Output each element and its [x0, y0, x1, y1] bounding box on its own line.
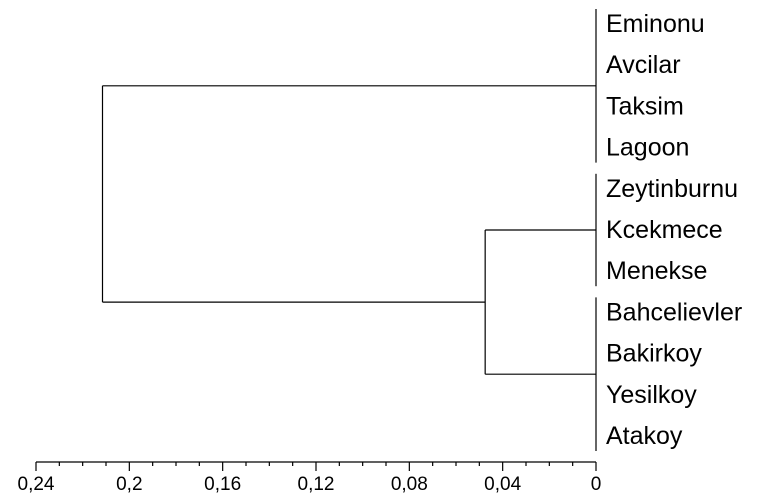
x-tick-label: 0,12 — [298, 474, 335, 494]
leaf-label-menekse: Menekse — [606, 257, 707, 285]
x-tick-label: 0,2 — [116, 474, 142, 494]
leaf-label-bahcelievler: Bahcelievler — [606, 298, 742, 326]
leaf-labels: Eminonu Avcilar Taksim Lagoon Zeytinburnu Kce… — [606, 10, 742, 450]
leaf-label-zeytinburnu: Zeytinburnu — [606, 175, 738, 203]
x-tick-label: 0 — [591, 474, 602, 494]
leaf-label-avcilar: Avcilar — [606, 51, 681, 79]
leaf-label-eminonu: Eminonu — [606, 10, 705, 38]
leaf-label-lagoon: Lagoon — [606, 134, 689, 162]
leaf-label-kcekmece: Kcekmece — [606, 216, 723, 244]
x-axis: 0,24 0,2 0,16 0,12 0,08 0,04 0 — [18, 461, 602, 494]
dendrogram-links — [101, 9, 597, 451]
leaf-label-taksim: Taksim — [606, 92, 684, 120]
x-tick-label: 0,08 — [391, 474, 428, 494]
x-tick-label: 0,04 — [484, 474, 521, 494]
leaf-label-yesilkoy: Yesilkoy — [606, 381, 697, 409]
leaf-label-atakoy: Atakoy — [606, 422, 683, 450]
x-tick-label: 0,16 — [204, 474, 241, 494]
leaf-label-bakirkoy: Bakirkoy — [606, 340, 702, 368]
x-tick-label: 0,24 — [18, 474, 55, 494]
